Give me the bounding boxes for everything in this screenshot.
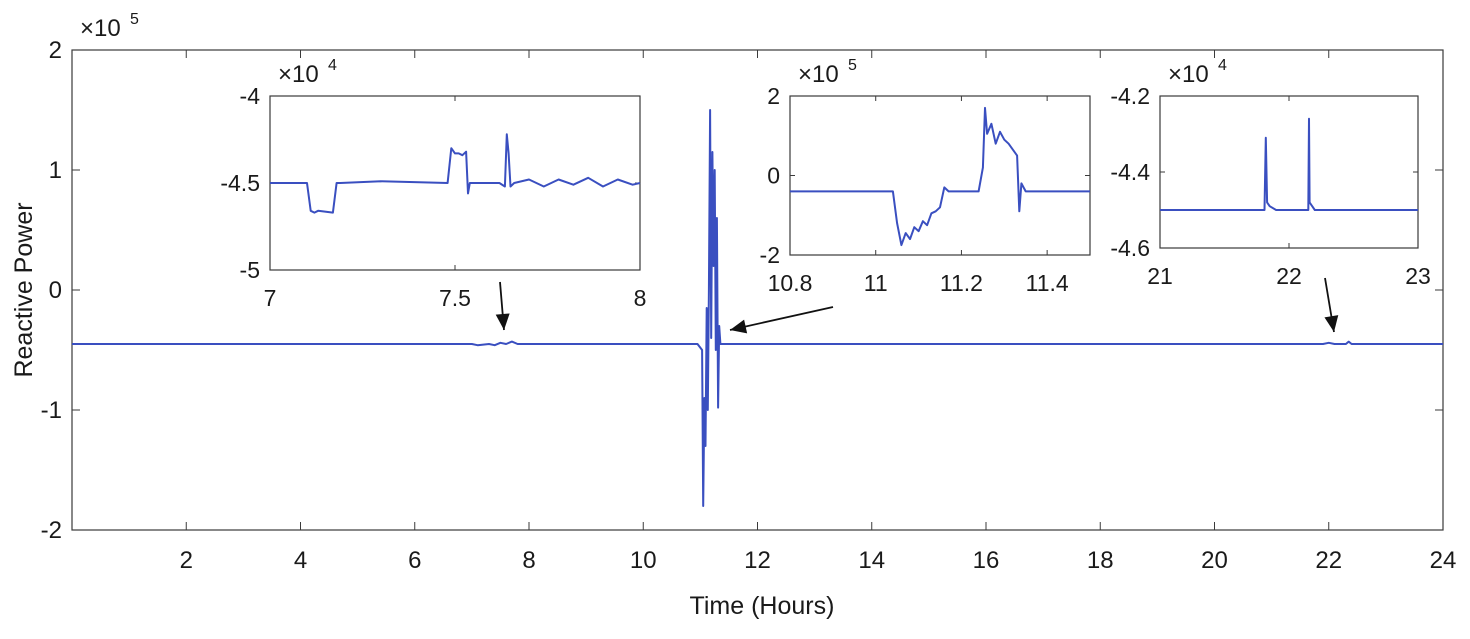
inset-2: 10.8 11 11.2 11.4 2 0 -2 ×10 5 — [760, 57, 1091, 296]
x-tick-label: 2 — [180, 547, 193, 574]
y-exponent-power: 5 — [848, 57, 857, 74]
y-exponent-label: ×10 — [1168, 61, 1209, 88]
x-tick-label: 18 — [1087, 547, 1114, 574]
x-tick-label: 11 — [864, 270, 888, 296]
x-tick-label: 23 — [1405, 263, 1431, 289]
y-exponent-power: 5 — [130, 11, 139, 28]
x-tick-label: 21 — [1147, 263, 1173, 289]
y-tick-label: -4.5 — [220, 170, 260, 196]
x-tick-label: 22 — [1276, 263, 1302, 289]
y-tick-label: -2 — [760, 242, 780, 268]
x-tick-label: 14 — [858, 547, 885, 574]
series-line — [270, 133, 641, 214]
x-tick-label: 8 — [522, 547, 535, 574]
x-tick-label: 11.2 — [940, 270, 983, 296]
callout-arrow — [1324, 277, 1339, 333]
callout-arrow — [495, 281, 510, 331]
x-tick-label: 10 — [630, 547, 657, 574]
series-line — [72, 109, 1443, 507]
y-tick-label: -5 — [240, 257, 260, 283]
series-line — [790, 106, 1090, 247]
y-exponent-label: ×10 — [80, 15, 121, 42]
x-tick-label: 7 — [264, 285, 277, 311]
y-exponent-label: ×10 — [798, 61, 839, 88]
y-tick-label: -4.2 — [1110, 83, 1150, 109]
plot-frame — [1159, 95, 1419, 249]
y-tick-label: 1 — [49, 157, 62, 184]
y-tick-label: 0 — [767, 163, 780, 189]
arrow-head — [730, 319, 748, 334]
inset-1: 7 7.5 8 -4 -4.5 -5 ×10 4 — [220, 57, 646, 311]
y-tick-label: -1 — [41, 397, 62, 424]
x-tick-label: 24 — [1430, 547, 1457, 574]
callout-arrow — [729, 306, 834, 334]
y-tick-label: -4.6 — [1110, 235, 1150, 261]
x-tick-label: 6 — [408, 547, 421, 574]
y-tick-label: 2 — [767, 83, 780, 109]
callout-arrows — [495, 277, 1339, 334]
inset-plots: 7 7.5 8 -4 -4.5 -5 ×10 4 10.8 11 11.2 11.4 2 0 -2 ×10 5 2… — [220, 57, 1430, 311]
y-exponent-power: 4 — [328, 57, 337, 74]
x-tick-label: 8 — [634, 285, 647, 311]
x-tick-label: 22 — [1315, 547, 1342, 574]
series-line — [1160, 117, 1418, 211]
arrow-head — [495, 313, 510, 330]
x-tick-label: 4 — [294, 547, 307, 574]
x-tick-label: 20 — [1201, 547, 1228, 574]
y-tick-label: 2 — [49, 37, 62, 64]
plot-frame — [269, 95, 641, 271]
x-tick-label: 12 — [744, 547, 771, 574]
y-tick-label: -4 — [240, 83, 261, 109]
plot-frame — [789, 95, 1091, 256]
y-tick-label: 0 — [49, 277, 62, 304]
inset-3: 21 22 23 -4.2 -4.4 -4.6 ×10 4 — [1110, 57, 1430, 289]
y-exponent-power: 4 — [1218, 57, 1227, 74]
y-tick-label: -4.4 — [1110, 159, 1150, 185]
x-tick-label: 16 — [973, 547, 1000, 574]
y-exponent-label: ×10 — [278, 61, 319, 88]
x-tick-label: 7.5 — [439, 285, 471, 311]
y-axis-title: Reactive Power — [10, 202, 38, 377]
x-tick-label: 10.8 — [768, 270, 813, 296]
x-tick-label: 11.4 — [1026, 270, 1069, 296]
x-axis-title: Time (Hours) — [690, 592, 835, 620]
y-tick-label: -2 — [41, 517, 62, 544]
arrow-head — [1324, 315, 1339, 332]
